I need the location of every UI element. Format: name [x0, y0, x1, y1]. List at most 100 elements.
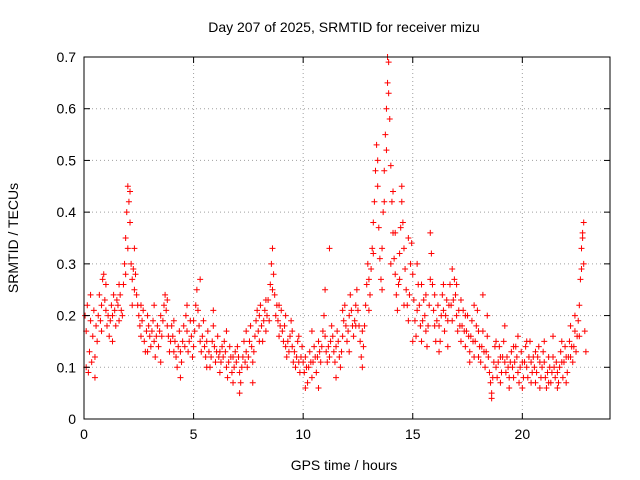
data-point	[519, 384, 526, 391]
data-point	[308, 328, 315, 335]
data-point	[308, 374, 315, 381]
data-point	[102, 281, 109, 288]
data-point	[371, 198, 378, 205]
data-point	[318, 343, 325, 350]
data-point	[353, 286, 360, 293]
data-point	[147, 343, 154, 350]
data-point	[365, 307, 372, 314]
data-point	[294, 338, 301, 345]
data-point	[453, 281, 460, 288]
data-point	[373, 141, 380, 148]
data-point	[305, 364, 312, 371]
data-point	[417, 322, 424, 329]
data-point	[387, 260, 394, 267]
data-point	[575, 317, 582, 324]
data-point	[288, 317, 295, 324]
data-point	[475, 353, 482, 360]
data-point	[493, 338, 500, 345]
x-tick-label: 5	[190, 426, 198, 442]
data-point	[557, 348, 564, 355]
data-point	[285, 348, 292, 355]
data-point	[301, 369, 308, 376]
data-point	[379, 245, 386, 252]
data-point	[485, 353, 492, 360]
data-point	[380, 209, 387, 216]
data-point	[523, 338, 530, 345]
data-point	[186, 338, 193, 345]
data-point	[90, 307, 97, 314]
data-point	[269, 245, 276, 252]
data-point	[118, 307, 125, 314]
data-point	[500, 338, 507, 345]
data-point	[483, 348, 490, 355]
data-point	[101, 297, 108, 304]
data-point	[107, 317, 114, 324]
x-tick-label: 15	[405, 426, 421, 442]
data-point	[385, 59, 392, 66]
data-point	[460, 307, 467, 314]
data-point	[381, 167, 388, 174]
data-point	[284, 338, 291, 345]
data-point	[150, 317, 157, 324]
data-point	[493, 364, 500, 371]
data-point	[330, 348, 337, 355]
data-point	[497, 379, 504, 386]
data-point	[160, 302, 167, 309]
data-point	[224, 374, 231, 381]
data-point	[283, 353, 290, 360]
data-point	[133, 291, 140, 298]
data-point	[86, 348, 93, 355]
data-point	[220, 353, 227, 360]
data-point	[237, 379, 244, 386]
data-point	[416, 302, 423, 309]
data-point	[542, 374, 549, 381]
data-point	[221, 338, 228, 345]
data-point	[98, 302, 105, 309]
data-point	[251, 333, 258, 340]
data-point	[262, 297, 269, 304]
data-point	[268, 260, 275, 267]
data-point	[501, 322, 508, 329]
data-point	[350, 333, 357, 340]
data-point	[238, 364, 245, 371]
data-point	[367, 291, 374, 298]
data-point	[236, 390, 243, 397]
data-point	[87, 291, 94, 298]
data-point	[558, 338, 565, 345]
data-point	[447, 281, 454, 288]
data-point	[487, 379, 494, 386]
data-point	[262, 328, 269, 335]
y-tick-label: 0.3	[57, 256, 77, 272]
data-point	[336, 353, 343, 360]
data-point	[576, 333, 583, 340]
data-point	[433, 317, 440, 324]
data-point	[143, 328, 150, 335]
data-point	[125, 198, 132, 205]
data-point	[230, 379, 237, 386]
data-point	[488, 395, 495, 402]
data-point	[541, 359, 548, 366]
data-point	[462, 343, 469, 350]
data-point	[430, 307, 437, 314]
data-point	[162, 291, 169, 298]
data-point	[359, 328, 366, 335]
data-point	[427, 276, 434, 283]
data-point	[396, 250, 403, 257]
data-point	[177, 348, 184, 355]
data-point	[153, 333, 160, 340]
data-point	[409, 271, 416, 278]
x-axis-ticks: 0 5 10 15 20	[80, 57, 530, 442]
data-point	[300, 359, 307, 366]
data-point	[326, 353, 333, 360]
data-point	[233, 359, 240, 366]
data-point	[405, 235, 412, 241]
data-point	[365, 276, 372, 283]
data-point	[96, 291, 103, 298]
data-point	[85, 369, 92, 376]
data-point	[151, 338, 158, 345]
data-point	[201, 343, 208, 350]
data-point	[425, 322, 432, 329]
data-point	[197, 338, 204, 345]
data-point	[190, 317, 197, 324]
data-point	[423, 343, 430, 350]
